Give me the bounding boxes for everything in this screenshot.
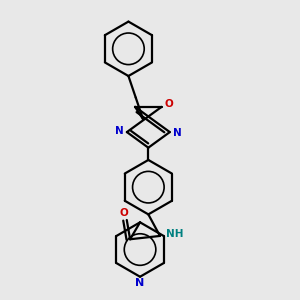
Text: O: O — [120, 208, 128, 218]
Text: N: N — [115, 126, 124, 136]
Text: N: N — [135, 278, 145, 288]
Text: NH: NH — [166, 229, 183, 239]
Text: N: N — [173, 128, 182, 138]
Text: O: O — [164, 99, 173, 109]
